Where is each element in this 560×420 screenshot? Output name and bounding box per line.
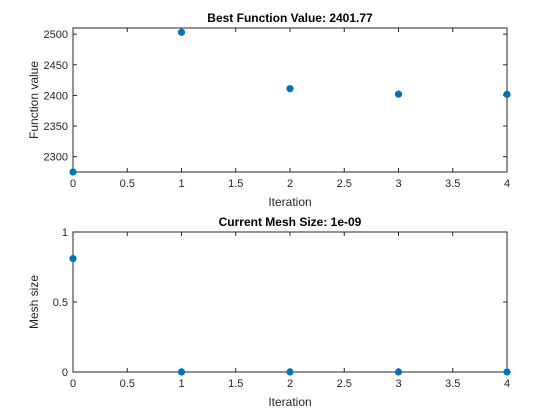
y-tick-label: 2300	[44, 152, 68, 164]
x-tick-label: 4	[504, 178, 510, 190]
axes-frame	[72, 27, 508, 173]
x-tick-label: 2.5	[337, 378, 352, 390]
x-tick-label: 2.5	[337, 178, 352, 190]
y-tick-label: 1	[62, 227, 68, 239]
y-tick-label: 0.5	[53, 297, 68, 309]
x-tick-label: 0	[70, 378, 76, 390]
y-tick-label: 2400	[44, 90, 68, 102]
x-tick-label: 2	[287, 178, 293, 190]
x-axis-label: Iteration	[268, 195, 311, 209]
data-point	[286, 85, 294, 93]
data-point	[394, 368, 403, 376]
x-tick-label: 1.5	[228, 378, 243, 390]
x-tick-label: 4	[504, 378, 510, 390]
data-point	[69, 255, 77, 263]
y-tick-label: 0	[62, 367, 68, 379]
function-value-chart: 0 0.5 1 1.5 2 2.5 3 3.5 4 2300 2350 2400 2450 2500 Bes…	[27, 11, 511, 209]
chart-title: Best Function Value: 2401.77	[207, 11, 373, 25]
y-tick-label: 2450	[44, 60, 68, 72]
y-axis-label: Mesh size	[27, 275, 41, 329]
y-tick-label: 2500	[44, 29, 68, 41]
data-point	[177, 28, 186, 36]
x-tick-label: 0.5	[120, 378, 135, 390]
data-point	[394, 90, 403, 98]
x-tick-label: 1	[178, 378, 184, 390]
x-tick-label: 3	[395, 378, 401, 390]
y-axis-label: Function value	[27, 61, 41, 139]
y-tick-label: 2350	[44, 121, 68, 133]
data-point	[286, 368, 294, 376]
x-tick-label: 1	[178, 178, 184, 190]
data-point	[177, 368, 186, 376]
x-tick-label: 2	[287, 378, 293, 390]
data-point	[69, 168, 77, 176]
x-tick-label: 3.5	[445, 178, 460, 190]
x-tick-label: 0.5	[120, 178, 135, 190]
chart-title: Current Mesh Size: 1e-09	[219, 215, 362, 229]
mesh-size-chart: 0 0.5 1 1.5 2 2.5 3 3.5 4 0 0.5 1 Current Mesh Size:…	[27, 215, 511, 409]
x-tick-label: 3	[395, 178, 401, 190]
x-axis-label: Iteration	[268, 395, 311, 409]
data-point	[503, 368, 511, 376]
x-tick-label: 3.5	[445, 378, 460, 390]
axes-frame	[72, 231, 508, 373]
x-tick-label: 1.5	[228, 178, 243, 190]
data-point	[503, 90, 511, 98]
x-tick-label: 0	[70, 178, 76, 190]
